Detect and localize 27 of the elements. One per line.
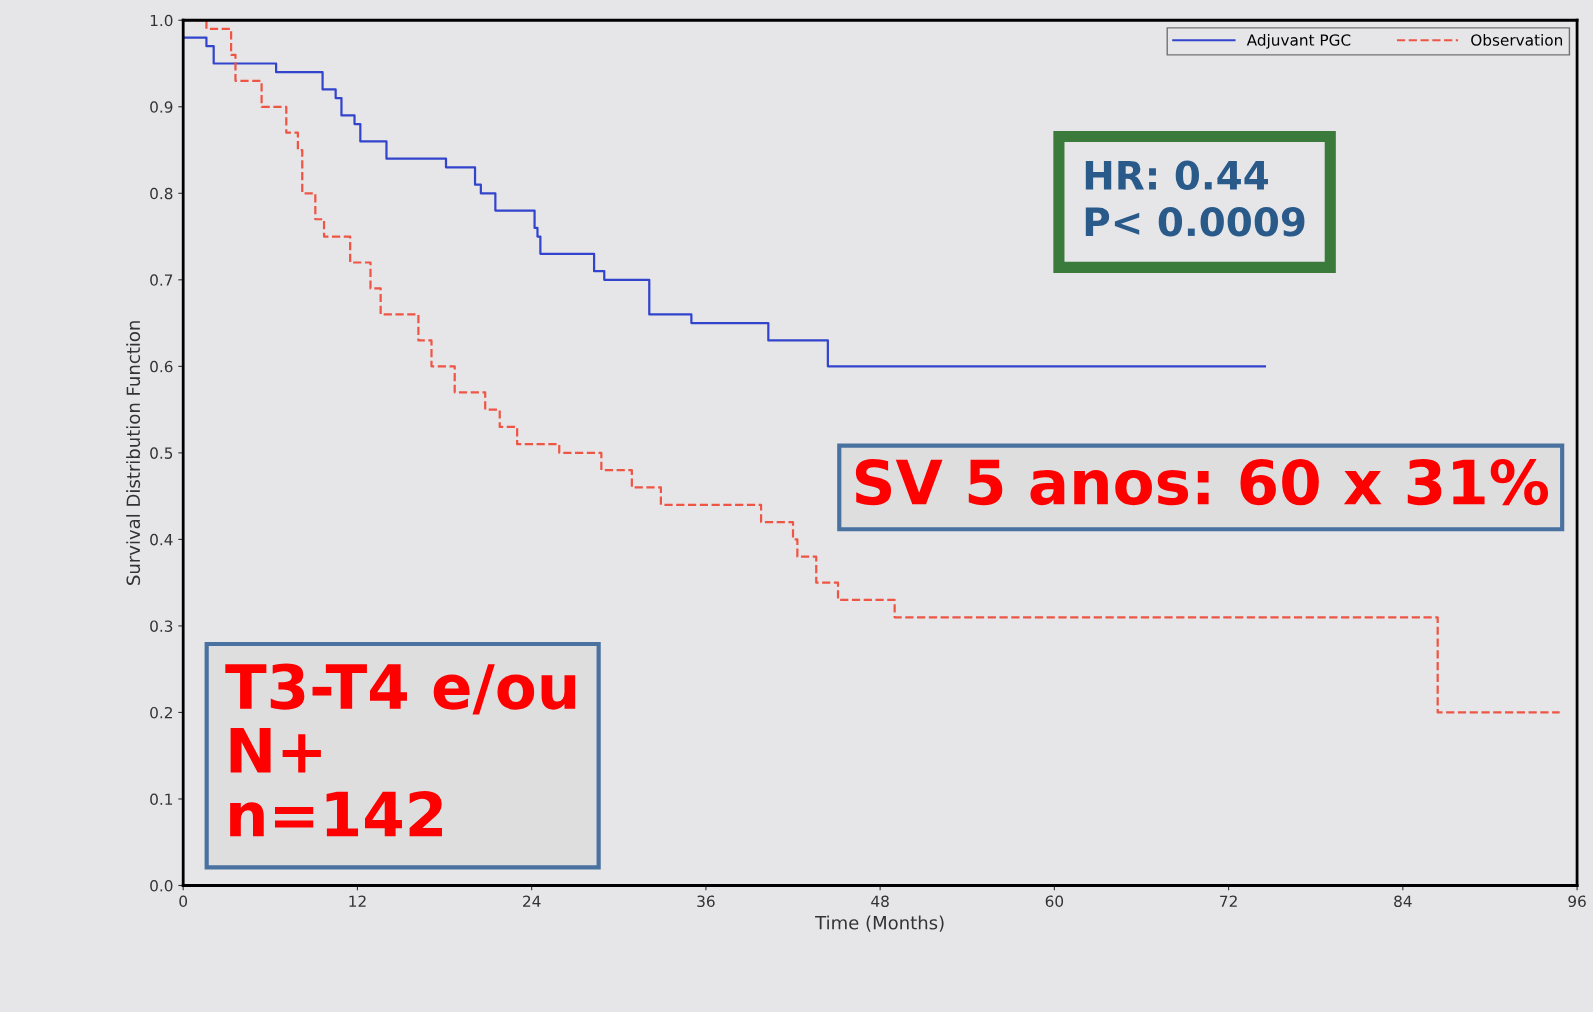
y-tick-label: 0.5 (150, 447, 173, 459)
y-tick-label: 0.2 (150, 706, 172, 719)
y-tick-label: 0.0 (150, 879, 173, 892)
y-tick-label: 0.4 (150, 533, 173, 546)
annotation: SV 5 anos: 60 x 31% (855, 458, 1549, 506)
y-tick-label: 0.3 (150, 620, 173, 632)
annotation: HR: 0.44 P< 0.0009 (1085, 160, 1305, 237)
y-tick-label: 0.9 (150, 101, 173, 113)
y-tick-label: 0.6 (150, 360, 173, 373)
y-tick-label: 0.7 (150, 274, 173, 286)
x-axis-title: Time (Months) (815, 915, 944, 932)
x-tick-label: 36 (697, 895, 715, 908)
legend-label: Observation (1471, 33, 1563, 46)
y-tick-label: 0.8 (150, 187, 173, 200)
x-tick-label: 48 (871, 895, 889, 908)
x-tick-label: 0 (179, 895, 188, 908)
legend-label: Adjuvant PGC (1246, 33, 1351, 49)
x-tick-label: 12 (349, 895, 366, 907)
y-tick-label: 1.0 (150, 14, 173, 27)
x-tick-label: 72 (1220, 895, 1237, 907)
x-tick-label: 24 (523, 895, 541, 907)
y-axis-title: Survival Distribution Function (126, 321, 141, 585)
y-tick-label: 0.1 (150, 793, 173, 805)
x-tick-label: 96 (1568, 895, 1586, 908)
annotation: T3-T4 e/ou N+ n=142 (225, 663, 576, 837)
x-tick-label: 84 (1394, 895, 1412, 908)
x-tick-label: 60 (1045, 895, 1064, 908)
